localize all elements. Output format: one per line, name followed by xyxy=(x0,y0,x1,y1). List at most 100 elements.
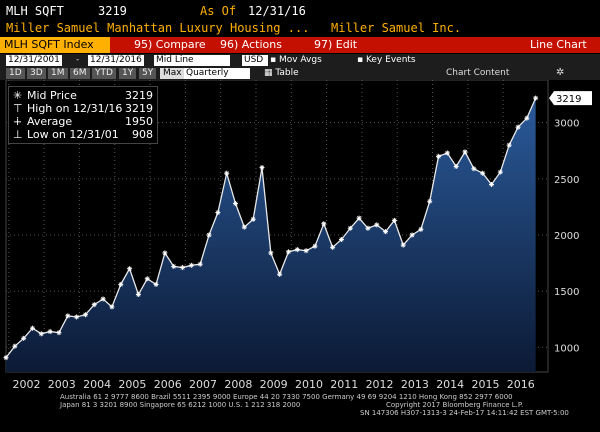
date-separator: - xyxy=(76,55,80,65)
data-point xyxy=(338,236,344,242)
data-point xyxy=(56,330,62,336)
period-1y[interactable]: 1Y xyxy=(119,68,137,79)
legend-high-label: High on 12/31/16 xyxy=(27,102,123,115)
gear-icon[interactable]: ✲ xyxy=(556,67,565,78)
data-point xyxy=(206,232,212,238)
x-tick-label: 2004 xyxy=(83,378,111,391)
start-date-field[interactable]: 12/31/2001 xyxy=(6,55,62,66)
data-point xyxy=(188,262,194,268)
data-point xyxy=(215,210,221,216)
legend-avg-value: 1950 xyxy=(125,115,153,128)
data-point xyxy=(21,335,27,341)
period-3d[interactable]: 3D xyxy=(27,68,46,79)
x-tick-label: 2013 xyxy=(401,378,429,391)
footer-serial: SN 147306 H307-1313-3 24-Feb-17 14:11:42… xyxy=(360,409,569,417)
data-point xyxy=(135,292,141,298)
data-point xyxy=(118,281,124,287)
x-tick-label: 2005 xyxy=(118,378,146,391)
key-events-checkbox[interactable]: ▪ Key Events xyxy=(357,55,416,65)
last-value-tag xyxy=(549,91,592,106)
data-point xyxy=(374,222,380,228)
average-icon: ∔ xyxy=(13,115,23,128)
data-point xyxy=(383,229,389,235)
data-point xyxy=(489,181,495,187)
x-tick-label: 2016 xyxy=(507,378,535,391)
data-point xyxy=(453,163,459,169)
frequency-select[interactable]: Quarterly xyxy=(184,68,250,79)
data-point xyxy=(180,265,186,271)
currency-select[interactable]: USD xyxy=(242,55,268,66)
x-tick-label: 2002 xyxy=(12,378,40,391)
x-tick-label: 2010 xyxy=(295,378,323,391)
data-point xyxy=(515,124,521,130)
compare-button[interactable]: 95) Compare xyxy=(134,38,206,51)
data-point xyxy=(480,170,486,176)
data-point xyxy=(330,244,336,250)
period-ytd[interactable]: YTD xyxy=(92,68,116,79)
data-point xyxy=(233,201,239,207)
index-title: MLH SQFT Index xyxy=(0,37,110,53)
data-point xyxy=(65,313,71,319)
data-point xyxy=(418,226,424,232)
description-row: Miller Samuel Manhattan Luxury Housing .… xyxy=(0,19,600,36)
footer-copyright: Copyright 2017 Bloomberg Finance L.P. xyxy=(386,401,524,409)
area-fill xyxy=(6,98,536,372)
legend-high-value: 3219 xyxy=(125,102,153,115)
legend-low-label: Low on 12/31/01 xyxy=(27,128,119,141)
mid-price-icon: ✳ xyxy=(13,89,23,102)
chart-legend[interactable]: ✳ Mid Price 3219 ⊤ High on 12/31/16 3219… xyxy=(8,86,158,144)
data-point xyxy=(153,281,159,287)
data-point xyxy=(285,249,291,255)
x-tick-label: 2014 xyxy=(436,378,464,391)
y-tick-label: 1000 xyxy=(554,343,579,354)
x-tick-label: 2007 xyxy=(189,378,217,391)
data-point xyxy=(144,276,150,282)
x-tick-label: 2009 xyxy=(260,378,288,391)
x-tick-label: 2012 xyxy=(366,378,394,391)
legend-low-value: 908 xyxy=(132,128,153,141)
edit-button[interactable]: 97) Edit xyxy=(314,38,358,51)
data-point xyxy=(268,250,274,256)
data-point xyxy=(365,225,371,231)
chart-content-button[interactable]: Chart Content xyxy=(446,68,510,78)
data-point xyxy=(100,296,106,302)
end-date-field[interactable]: 12/31/2016 xyxy=(88,55,144,66)
data-point xyxy=(427,198,433,204)
period-6m[interactable]: 6M xyxy=(70,68,90,79)
period-1m[interactable]: 1M xyxy=(48,68,68,79)
table-toggle[interactable]: ▦ Table xyxy=(264,68,299,78)
data-point xyxy=(444,150,450,156)
data-point xyxy=(109,304,115,310)
chart-marks xyxy=(3,95,539,361)
actions-button[interactable]: 96) Actions xyxy=(220,38,282,51)
data-point xyxy=(277,271,283,277)
data-point xyxy=(533,95,539,101)
period-5y[interactable]: 5Y xyxy=(139,68,157,79)
line-type-select[interactable]: Mid Line xyxy=(154,55,230,66)
data-point xyxy=(127,266,133,272)
low-icon: ⊥ xyxy=(13,128,23,141)
data-point xyxy=(303,248,309,254)
x-tick-label: 2006 xyxy=(154,378,182,391)
mov-avgs-checkbox[interactable]: ▪ Mov Avgs xyxy=(270,55,322,65)
data-point xyxy=(162,250,168,256)
security-description: Miller Samuel Manhattan Luxury Housing .… xyxy=(6,21,310,35)
data-point xyxy=(497,169,503,175)
data-point xyxy=(12,343,18,349)
toolbar: MLH SQFT Index 95) Compare 96) Actions 9… xyxy=(0,37,600,53)
x-axis: 2002 2003 2004 2005 2006 2007 2008 2009 2010 2011… xyxy=(12,378,534,391)
y-tick-label: 2500 xyxy=(554,175,579,186)
chart-type-label[interactable]: Line Chart xyxy=(530,38,587,51)
footer-phones-1: Australia 61 2 9777 8600 Brazil 5511 239… xyxy=(60,393,513,401)
period-max[interactable]: Max xyxy=(160,68,185,79)
high-icon: ⊤ xyxy=(13,102,23,115)
y-tick-label: 3000 xyxy=(554,119,579,130)
data-point xyxy=(82,312,88,318)
data-point xyxy=(294,247,300,253)
data-point xyxy=(524,115,530,121)
period-1d[interactable]: 1D xyxy=(6,68,25,79)
period-bar: 12/31/2001 - 12/31/2016 Mid Line USD ▪ M… xyxy=(0,54,600,80)
as-of-date[interactable]: 12/31/16 xyxy=(248,4,306,18)
data-point xyxy=(391,217,397,223)
